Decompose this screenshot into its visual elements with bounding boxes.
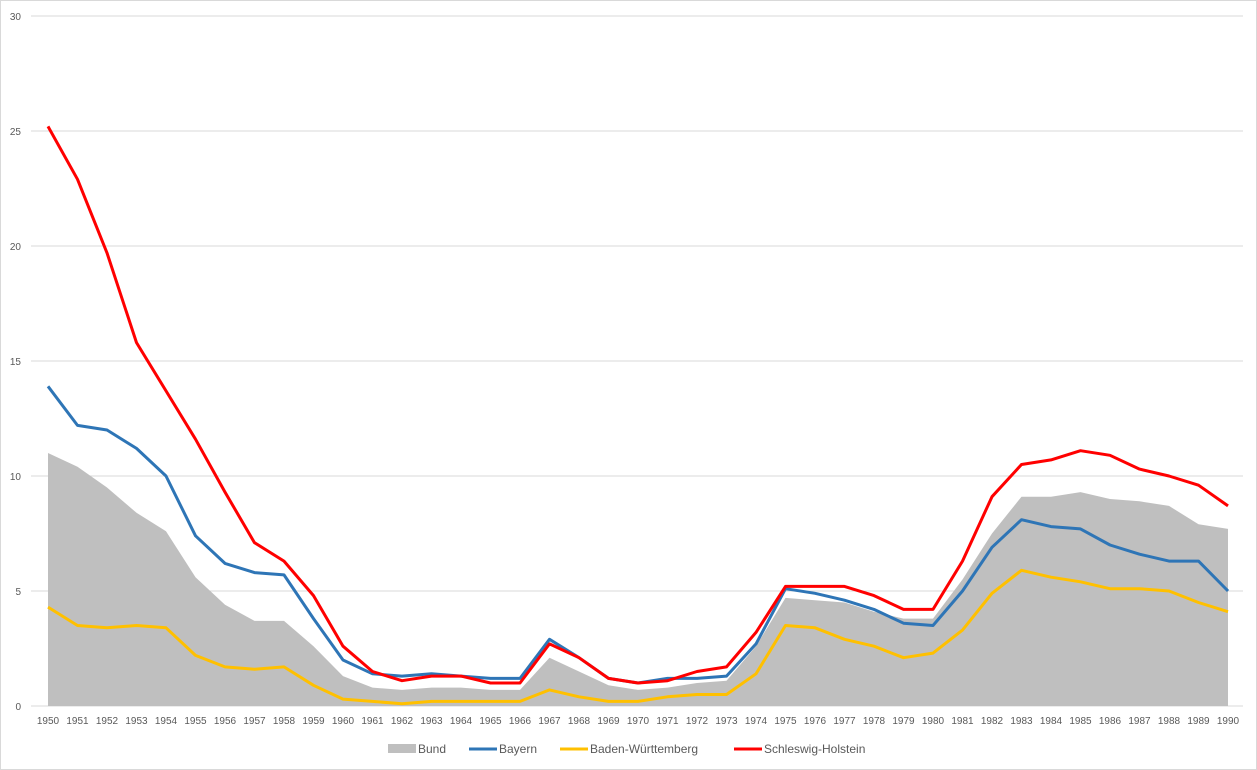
x-tick-label: 1983 <box>1010 716 1033 727</box>
x-tick-label: 1959 <box>302 716 325 727</box>
y-tick-label: 0 <box>15 702 21 713</box>
x-tick-label: 1957 <box>243 716 266 727</box>
x-tick-label: 1970 <box>627 716 650 727</box>
x-tick-label: 1958 <box>273 716 296 727</box>
x-tick-label: 1961 <box>361 716 384 727</box>
x-tick-label: 1987 <box>1128 716 1151 727</box>
legend-label: Bayern <box>499 742 537 756</box>
x-tick-label: 1965 <box>479 716 502 727</box>
x-tick-label: 1960 <box>332 716 355 727</box>
x-tick-label: 1966 <box>509 716 532 727</box>
x-tick-label: 1979 <box>892 716 915 727</box>
y-tick-label: 25 <box>10 127 22 138</box>
y-tick-label: 10 <box>10 472 22 483</box>
x-tick-label: 1955 <box>184 716 207 727</box>
x-tick-label: 1982 <box>981 716 1004 727</box>
y-tick-label: 5 <box>15 587 21 598</box>
x-tick-label: 1951 <box>66 716 89 727</box>
legend-swatch <box>388 744 416 753</box>
x-tick-label: 1950 <box>37 716 60 727</box>
x-tick-label: 1976 <box>804 716 827 727</box>
x-tick-label: 1977 <box>833 716 856 727</box>
x-tick-label: 1978 <box>863 716 886 727</box>
line-baden-württemberg <box>47 568 1229 706</box>
x-tick-label: 1956 <box>214 716 237 727</box>
x-tick-label: 1986 <box>1099 716 1122 727</box>
x-tick-label: 1973 <box>715 716 738 727</box>
x-tick-label: 1988 <box>1158 716 1181 727</box>
legend-label: Baden-Württemberg <box>590 742 698 756</box>
x-tick-label: 1962 <box>391 716 414 727</box>
x-tick-label: 1969 <box>597 716 620 727</box>
x-tick-label: 1985 <box>1069 716 1092 727</box>
x-tick-label: 1971 <box>656 716 679 727</box>
x-tick-label: 1953 <box>125 716 148 727</box>
x-tick-label: 1975 <box>774 716 797 727</box>
x-tick-label: 1964 <box>450 716 473 727</box>
x-tick-label: 1981 <box>951 716 974 727</box>
x-tick-label: 1968 <box>568 716 591 727</box>
x-tick-label: 1984 <box>1040 716 1063 727</box>
x-tick-label: 1974 <box>745 716 768 727</box>
x-tick-label: 1952 <box>96 716 119 727</box>
x-tick-label: 1954 <box>155 716 178 727</box>
y-tick-label: 20 <box>10 242 22 253</box>
x-tick-label: 1963 <box>420 716 443 727</box>
x-tick-label: 1990 <box>1217 716 1240 727</box>
x-tick-label: 1972 <box>686 716 709 727</box>
line-schleswig-holstein <box>46 125 1229 685</box>
x-tick-label: 1967 <box>538 716 561 727</box>
legend-label: Bund <box>418 742 446 756</box>
legend-label: Schleswig-Holstein <box>764 742 865 756</box>
y-tick-label: 15 <box>10 357 22 368</box>
x-tick-label: 1980 <box>922 716 945 727</box>
y-tick-label: 30 <box>10 12 22 23</box>
area-bund <box>48 453 1228 706</box>
x-tick-label: 1989 <box>1187 716 1210 727</box>
